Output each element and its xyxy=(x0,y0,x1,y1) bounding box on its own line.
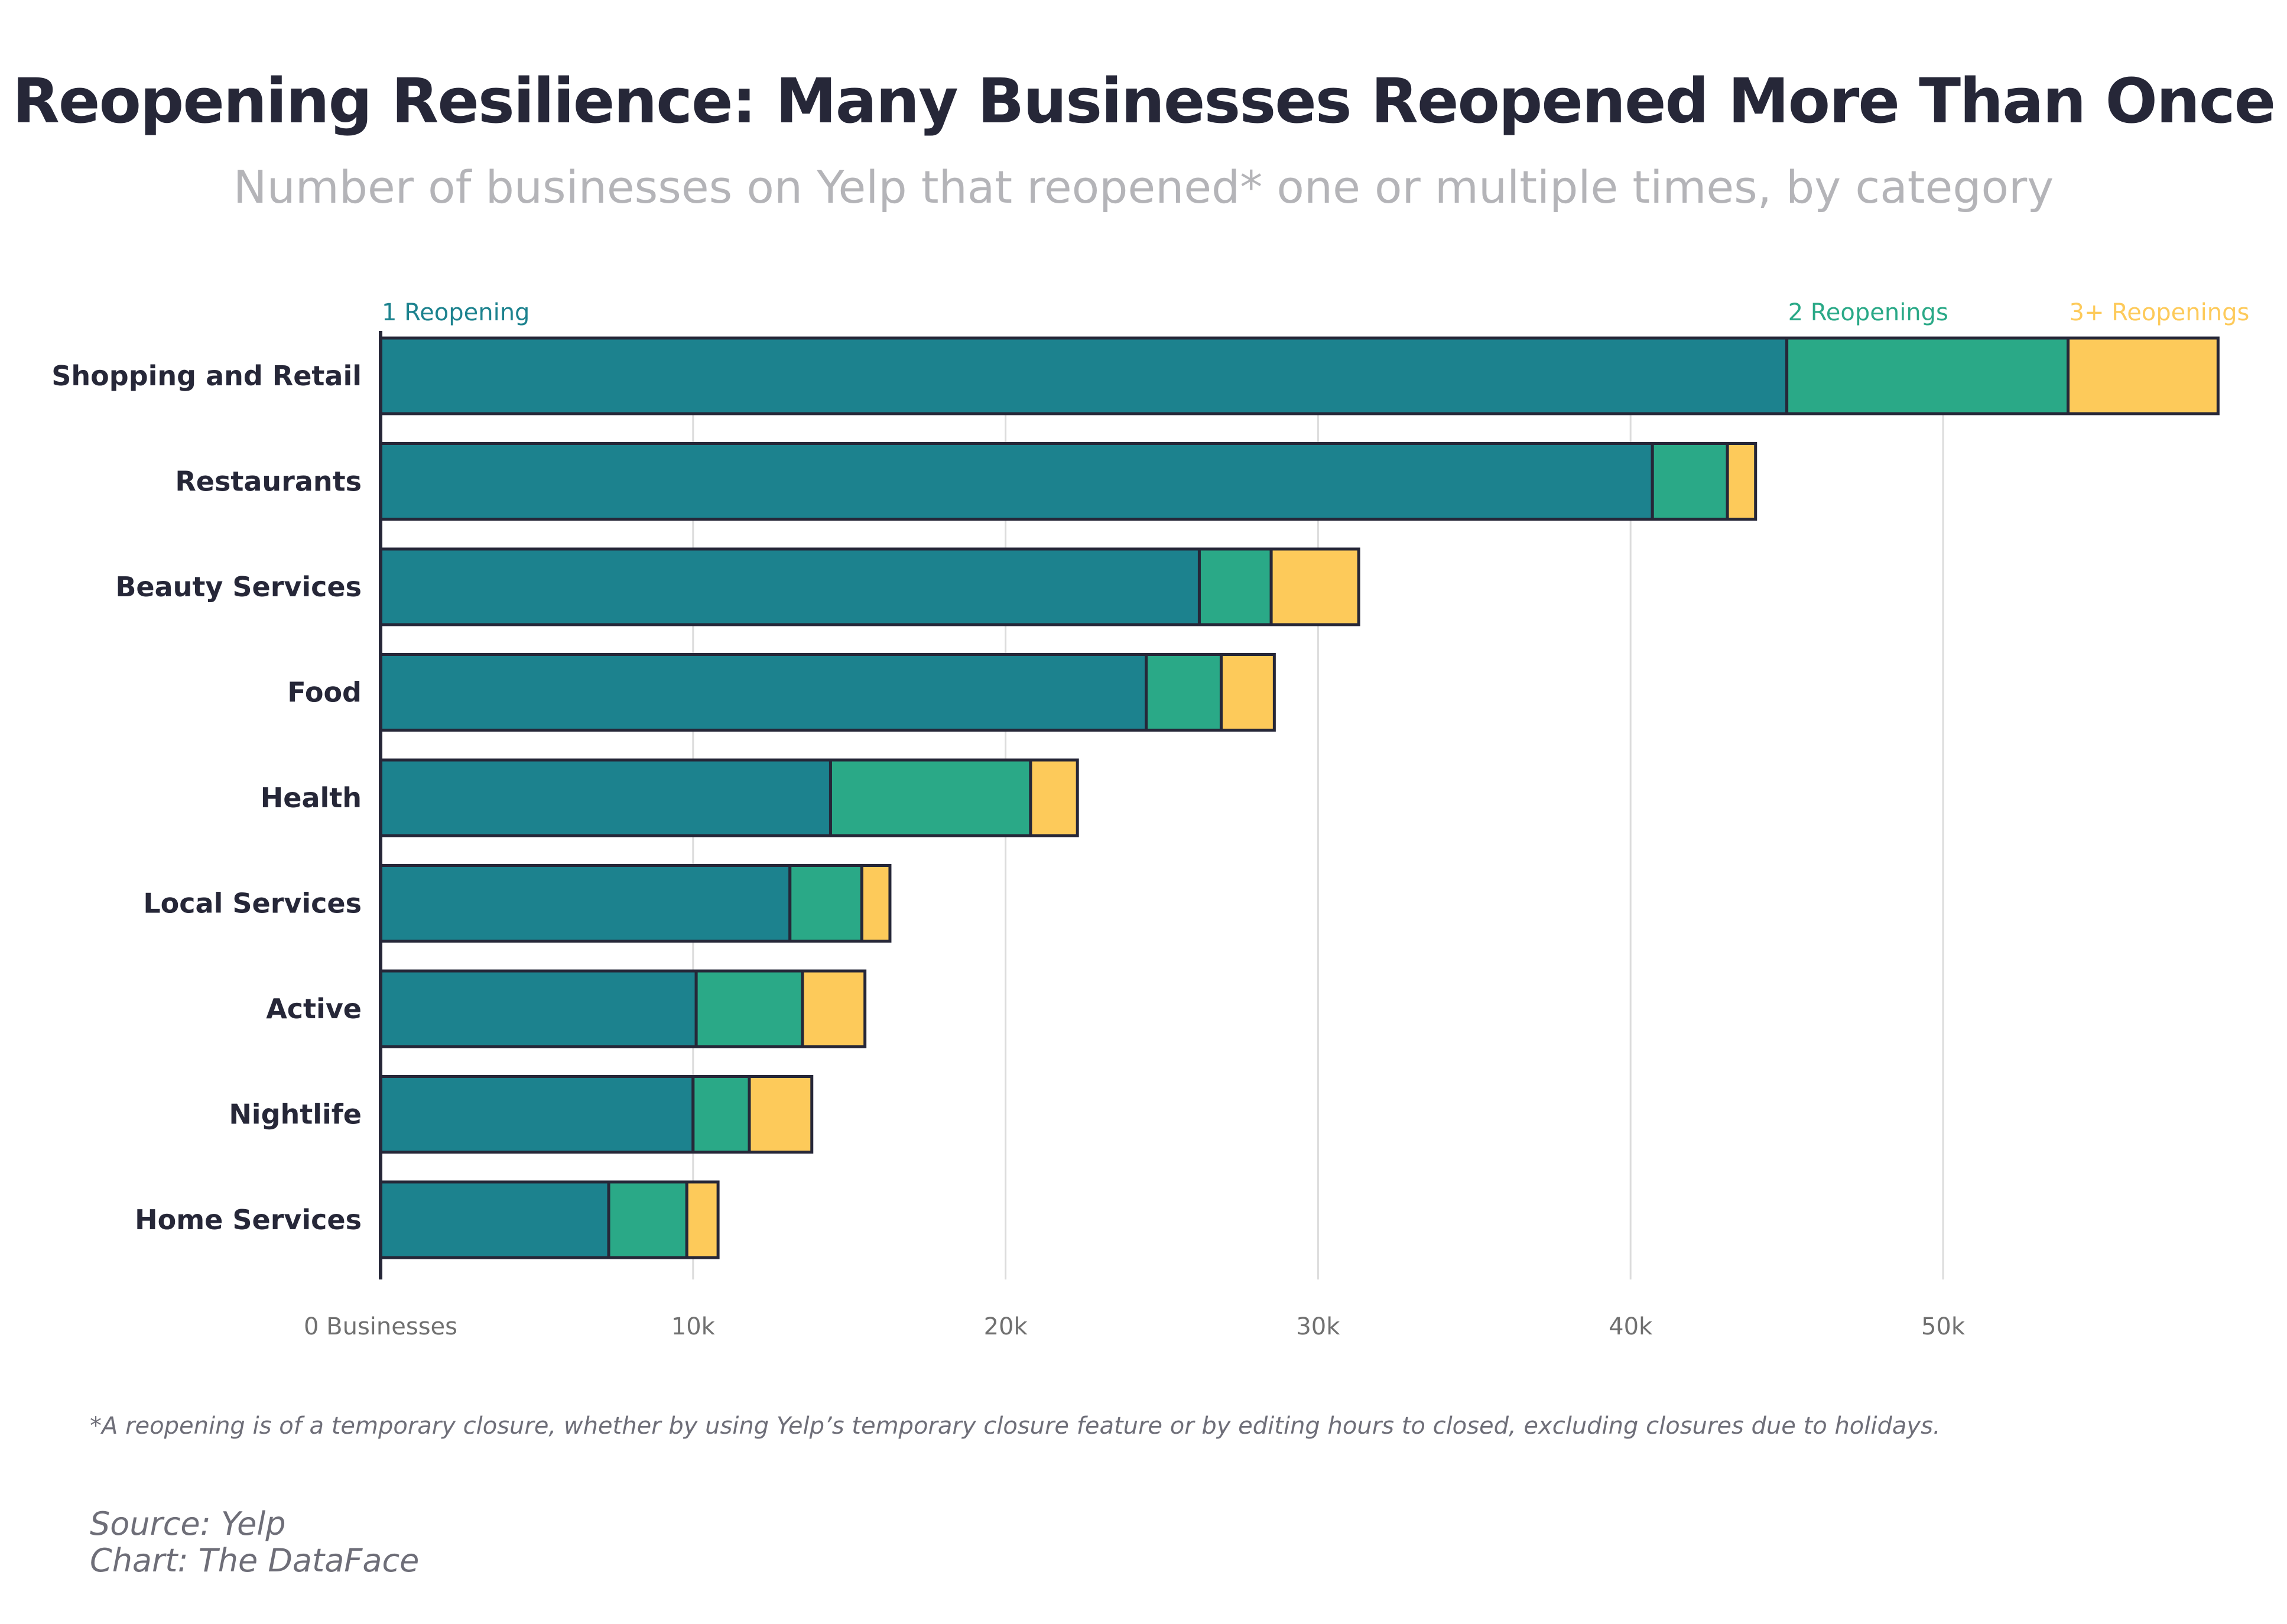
bar-segment xyxy=(379,969,698,1048)
category-label: Restaurants xyxy=(175,466,362,498)
bar-segment xyxy=(1785,336,2070,415)
bar-segment xyxy=(748,1075,814,1154)
chart-subtitle: Number of businesses on Yelp that reopen… xyxy=(233,161,2054,213)
bar-segment xyxy=(1197,547,1273,626)
category-label: Home Services xyxy=(135,1204,362,1236)
x-tick-label: 30k xyxy=(1296,1313,1340,1340)
source-credit: Source: Yelp Chart: The DataFace xyxy=(90,1506,419,1579)
bars xyxy=(379,331,2220,1279)
bar-segment xyxy=(379,653,1148,732)
chart-title: Reopening Resilience: Many Businesses Re… xyxy=(12,65,2276,137)
bar-segment xyxy=(1269,547,1360,626)
bar-segment xyxy=(829,758,1032,837)
bar-segment xyxy=(685,1180,720,1259)
bar-segment xyxy=(1726,442,1758,521)
bar-segment xyxy=(379,864,792,943)
bar-segment xyxy=(788,864,863,943)
series-label: 2 Reopenings xyxy=(1788,299,1948,326)
bar-segment xyxy=(379,442,1654,521)
category-label: Health xyxy=(261,782,362,814)
series-labels: 1 Reopening 2 Reopenings 3+ Reopenings xyxy=(382,299,2249,326)
category-label: Active xyxy=(266,993,362,1025)
category-label: Nightlife xyxy=(229,1099,362,1131)
x-tick-label: 50k xyxy=(1921,1313,1966,1340)
bar-segment xyxy=(379,1075,695,1154)
source-text: Source: Yelp xyxy=(90,1505,286,1542)
bar-segment xyxy=(379,758,832,837)
bar-segment xyxy=(694,969,804,1048)
credit-text: Chart: The DataFace xyxy=(90,1542,420,1579)
x-tick-label: 40k xyxy=(1609,1313,1653,1340)
bar-segment xyxy=(1651,442,1729,521)
x-axis-ticks: 0 Businesses 10k 20k 30k 40k 50k xyxy=(304,1313,1966,1340)
series-label: 1 Reopening xyxy=(382,299,529,326)
category-labels: Shopping and Retail Restaurants Beauty Ser… xyxy=(51,360,362,1236)
x-tick-label: 20k xyxy=(984,1313,1028,1340)
series-label: 3+ Reopenings xyxy=(2070,299,2250,326)
footnote: *A reopening is of a temporary closure, … xyxy=(90,1412,1941,1440)
bar-segment xyxy=(691,1075,751,1154)
bar-segment xyxy=(1219,653,1276,732)
category-label: Food xyxy=(287,677,362,709)
bar-segment xyxy=(1029,758,1079,837)
bar-segment xyxy=(607,1180,688,1259)
x-tick-label: 10k xyxy=(671,1313,716,1340)
bar-segment xyxy=(2067,336,2220,415)
x-tick-label: 0 Businesses xyxy=(304,1313,457,1340)
category-label: Beauty Services xyxy=(115,571,362,603)
bar-segment xyxy=(1145,653,1223,732)
bar-segment xyxy=(801,969,867,1048)
bar-segment xyxy=(379,336,1789,415)
category-label: Shopping and Retail xyxy=(51,360,362,392)
bar-segment xyxy=(860,864,892,943)
bar-segment xyxy=(379,1180,610,1259)
stacked-bar-chart: Shopping and Retail Restaurants Beauty Ser… xyxy=(51,299,2249,1340)
category-label: Local Services xyxy=(143,888,362,920)
bar-segment xyxy=(379,547,1201,626)
